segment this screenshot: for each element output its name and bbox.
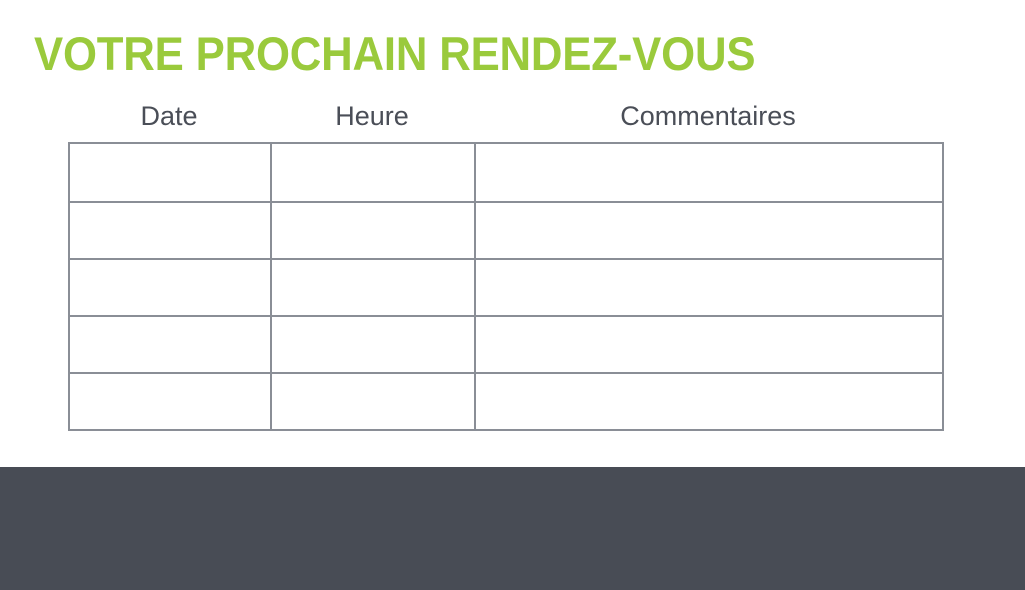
cell-heure[interactable] (270, 258, 476, 317)
column-header-commentaires: Commentaires (620, 101, 796, 131)
page-title: VOTRE PROCHAIN RENDEZ-VOUS (34, 27, 756, 80)
column-header-date: Date (140, 101, 198, 131)
appointments-table-body (68, 142, 944, 431)
cell-date[interactable] (68, 258, 272, 317)
appointments-table (68, 142, 944, 431)
cell-heure[interactable] (270, 315, 476, 374)
table-row[interactable] (68, 258, 944, 317)
table-row[interactable] (68, 315, 944, 374)
cell-heure[interactable] (270, 372, 476, 431)
table-row[interactable] (68, 142, 944, 203)
cell-heure[interactable] (270, 142, 476, 203)
cell-date[interactable] (68, 201, 272, 260)
cell-commentaires[interactable] (474, 372, 944, 431)
cell-date[interactable] (68, 372, 272, 431)
table-row[interactable] (68, 201, 944, 260)
column-header-heure: Heure (335, 101, 409, 131)
cell-date[interactable] (68, 142, 272, 203)
cell-commentaires[interactable] (474, 315, 944, 374)
table-column-headers: Date Heure Commentaires (68, 99, 942, 137)
footer-band (0, 467, 1025, 590)
cell-commentaires[interactable] (474, 258, 944, 317)
cell-heure[interactable] (270, 201, 476, 260)
cell-commentaires[interactable] (474, 201, 944, 260)
cell-commentaires[interactable] (474, 142, 944, 203)
table-row[interactable] (68, 372, 944, 431)
cell-date[interactable] (68, 315, 272, 374)
